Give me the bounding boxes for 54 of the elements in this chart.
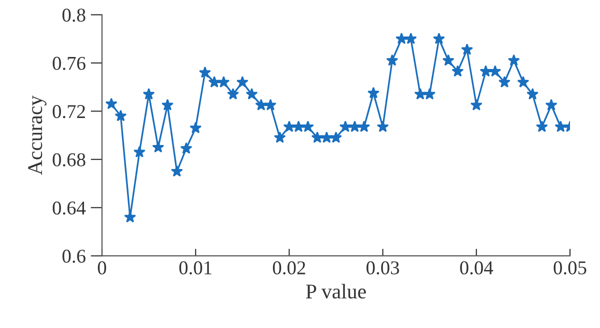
- point: [470, 98, 482, 110]
- y-tick-label: 0.68: [52, 153, 86, 166]
- point: [133, 146, 146, 158]
- x-tick-label: 0.03: [366, 261, 400, 274]
- point: [114, 110, 127, 122]
- point: [152, 141, 164, 153]
- point: [536, 120, 548, 132]
- point: [218, 76, 230, 88]
- point: [227, 88, 240, 100]
- point: [432, 32, 445, 44]
- y-tick-label: 0.6: [62, 250, 86, 263]
- point: [180, 142, 192, 154]
- point: [461, 43, 474, 55]
- point: [255, 98, 268, 110]
- point: [246, 88, 258, 100]
- point: [190, 122, 202, 134]
- point: [452, 65, 464, 77]
- point: [414, 88, 426, 100]
- point: [545, 98, 558, 110]
- x-tick-label: 0.02: [272, 261, 306, 274]
- point: [105, 98, 118, 110]
- point: [424, 88, 436, 100]
- point: [198, 66, 211, 78]
- point: [236, 76, 248, 88]
- y-tick-label: 0.72: [52, 105, 85, 118]
- x-tick-label: 0.05: [554, 261, 586, 274]
- point: [367, 86, 380, 98]
- point: [330, 131, 342, 143]
- point: [208, 76, 220, 88]
- x-tick-label: 0: [98, 261, 106, 274]
- point: [170, 165, 183, 177]
- x-tick-label: 0.01: [179, 261, 212, 274]
- x-tick-label: 0.04: [460, 261, 494, 274]
- point: [480, 65, 492, 77]
- point: [526, 88, 539, 100]
- y-tick-label: 0.8: [62, 8, 86, 22]
- point: [162, 98, 174, 110]
- point: [508, 54, 520, 66]
- point: [320, 131, 333, 143]
- point: [442, 54, 454, 66]
- y-tick-label: 0.64: [52, 201, 86, 215]
- point: [396, 32, 408, 44]
- point: [489, 65, 502, 77]
- point: [264, 98, 276, 110]
- point: [311, 131, 324, 143]
- y-axis-title: Accuracy: [28, 95, 46, 175]
- y-tick-label: 0.76: [52, 56, 86, 70]
- point: [142, 88, 155, 100]
- point: [517, 76, 530, 88]
- point: [376, 120, 389, 132]
- x-axis-title: P value: [306, 284, 366, 299]
- point: [386, 54, 398, 66]
- point: [498, 76, 510, 88]
- point: [274, 131, 286, 143]
